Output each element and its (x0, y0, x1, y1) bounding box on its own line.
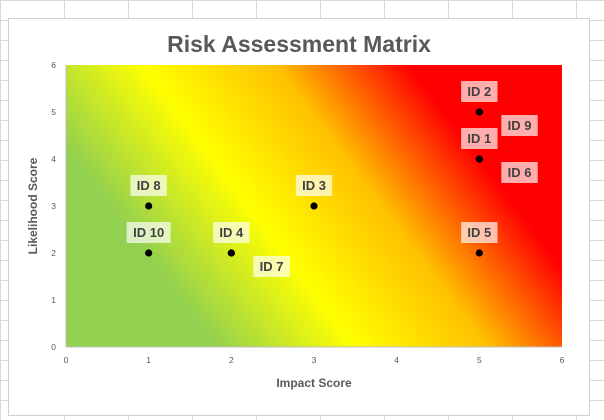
x-tick-label: 0 (64, 355, 69, 365)
data-label: ID 2 (461, 81, 498, 102)
data-label: ID 7 (253, 256, 290, 277)
y-tick-label: 3 (51, 201, 56, 211)
data-label-text: ID 3 (302, 178, 326, 193)
data-label-text: ID 10 (133, 225, 164, 240)
data-label-box (501, 115, 538, 136)
data-labels: ID 1 ID 2 ID 3 ID 4 ID 5 ID 6 ID 7 ID 8 ID 9 ID 1… (126, 81, 538, 277)
y-tick-label: 0 (51, 342, 56, 352)
data-label-text: ID 1 (467, 131, 491, 146)
y-tick-label: 1 (51, 295, 56, 305)
x-axis-title: Impact Score (276, 376, 352, 390)
data-point (475, 108, 483, 116)
data-label-box (126, 222, 171, 243)
data-point (475, 155, 483, 163)
data-label: ID 1 (461, 128, 498, 149)
data-label: ID 8 (130, 175, 167, 196)
data-label-box (253, 256, 290, 277)
data-point (227, 249, 235, 257)
y-tick-label: 5 (51, 107, 56, 117)
data-point (310, 202, 318, 210)
data-label-text: ID 4 (219, 225, 244, 240)
data-label: ID 4 (213, 222, 250, 243)
y-tick-labels: 0 1 2 3 4 5 6 (51, 60, 56, 352)
data-point (145, 249, 153, 257)
data-label-text: ID 6 (508, 165, 532, 180)
x-tick-label: 5 (477, 355, 482, 365)
y-tick-label: 4 (51, 154, 56, 164)
data-label-box (130, 175, 167, 196)
x-tick-label: 6 (560, 355, 565, 365)
data-label-text: ID 8 (137, 178, 161, 193)
data-label-box (295, 175, 333, 196)
data-label-box (501, 162, 538, 183)
data-label: ID 10 (126, 222, 171, 243)
x-tick-label: 3 (312, 355, 317, 365)
data-label-box (213, 222, 250, 243)
data-label: ID 6 (501, 162, 538, 183)
x-tick-label: 1 (146, 355, 151, 365)
data-point (475, 249, 483, 257)
x-tick-label: 2 (229, 355, 234, 365)
data-label-text: ID 7 (260, 259, 284, 274)
chart-title: Risk Assessment Matrix (167, 31, 431, 57)
data-label: ID 5 (461, 222, 498, 243)
y-tick-label: 6 (51, 60, 56, 70)
data-label-text: ID 2 (467, 84, 491, 99)
data-label: ID 9 (501, 115, 538, 136)
data-label: ID 3 (295, 175, 333, 196)
data-point (145, 202, 153, 210)
data-label-box (461, 222, 498, 243)
x-tick-label: 4 (394, 355, 399, 365)
data-label-text: ID 9 (508, 118, 532, 133)
data-label-box (461, 81, 498, 102)
y-axis-title: Likelihood Score (26, 157, 40, 254)
chart-frame: Risk Assessment Matrix 0 1 2 3 4 5 6 0 1 2 3 4 5 6 I… (8, 18, 590, 416)
data-label-text: ID 5 (467, 225, 491, 240)
y-tick-label: 2 (51, 248, 56, 258)
x-tick-labels: 0 1 2 3 4 5 6 (64, 355, 565, 365)
data-label-box (461, 128, 498, 149)
scatter-plot: 0 1 2 3 4 5 6 0 1 2 3 4 5 6 Impact Score Likelihood … (26, 60, 565, 390)
data-points (145, 108, 483, 257)
